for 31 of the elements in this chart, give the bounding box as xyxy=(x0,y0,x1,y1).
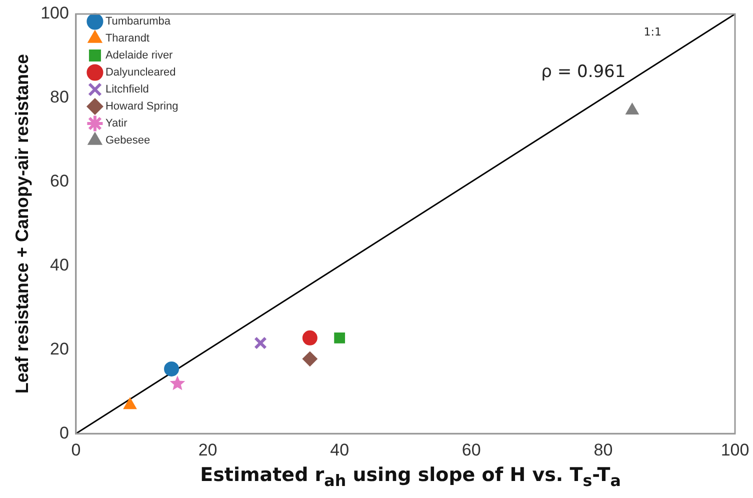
x-tick-label: 80 xyxy=(594,440,613,460)
x-tick-label: 100 xyxy=(720,440,750,460)
x-tick-label: 60 xyxy=(462,440,481,460)
y-tick-label: 20 xyxy=(50,339,69,358)
y-tick-label: 100 xyxy=(40,4,69,23)
point xyxy=(254,336,267,350)
point xyxy=(302,330,318,346)
x-tick-label: 40 xyxy=(330,440,350,460)
annotation: 1:1 xyxy=(644,26,662,39)
annotation: ρ = 0.961 xyxy=(541,62,626,82)
legend-label: Tharandt xyxy=(105,32,150,45)
y-tick-label: 60 xyxy=(50,172,69,191)
point xyxy=(170,376,186,390)
point xyxy=(164,361,180,376)
x-axis-title: Estimated r$_{ah}$ using slope of H vs. T$_{s}$-T$_{a}$ xyxy=(199,464,622,490)
legend-label: Tumbarumba xyxy=(105,16,172,28)
x-tick-label: 20 xyxy=(198,440,218,460)
legend-label: Dalyuncleared xyxy=(105,66,176,79)
legend-label: Adelaide river xyxy=(105,50,174,62)
legend-label: Howard Spring xyxy=(105,100,178,113)
legend-label: Yatir xyxy=(105,118,128,130)
x-tick-label: 0 xyxy=(71,440,81,460)
legend-label: Gebesee xyxy=(105,134,150,147)
point xyxy=(302,351,318,366)
point xyxy=(334,332,346,344)
y-tick-label: 0 xyxy=(59,423,69,442)
y-tick-label: 40 xyxy=(50,255,69,274)
point xyxy=(626,103,639,115)
y-tick-label: 80 xyxy=(50,88,69,107)
legend-label: Litchfield xyxy=(105,84,149,96)
y-axis-title: Leaf resistance + Canopy-air resistance xyxy=(12,54,32,394)
